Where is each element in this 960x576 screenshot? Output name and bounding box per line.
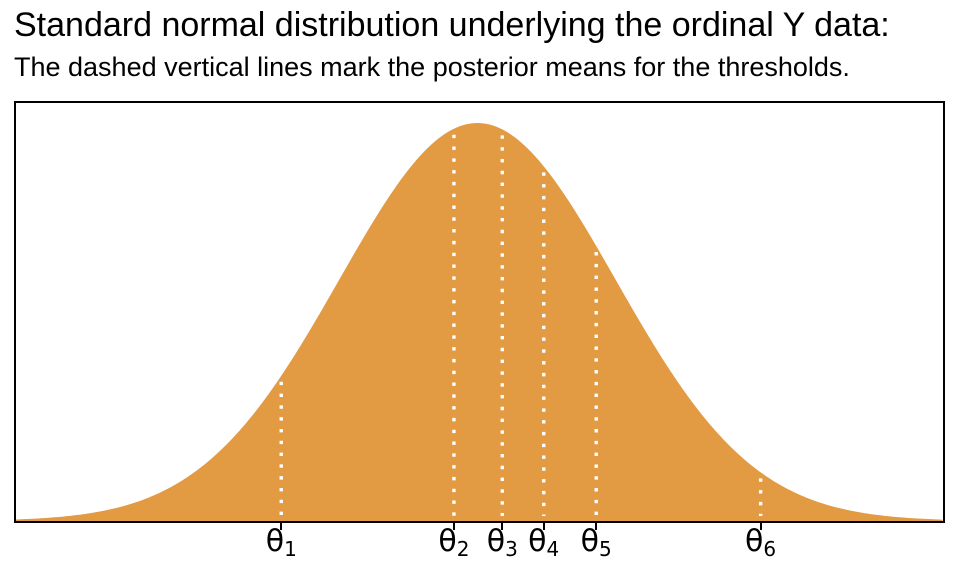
theta-subscript: 6 (763, 537, 777, 561)
x-label-theta_3: θ3 (486, 524, 518, 561)
theta-subscript: 3 (505, 537, 518, 561)
theta-subscript: 1 (284, 537, 297, 561)
density-fill (16, 123, 943, 521)
theta-subscript: 5 (599, 537, 612, 561)
theta-symbol: θ (438, 524, 457, 559)
normal-density-curve (16, 123, 943, 521)
theta-symbol: θ (580, 524, 599, 559)
theta-symbol: θ (745, 524, 764, 559)
x-label-theta_4: θ4 (528, 524, 560, 561)
x-tick-theta_2 (452, 523, 455, 530)
x-label-theta_1: θ1 (265, 524, 297, 561)
x-tick-theta_3 (501, 523, 504, 530)
theta-symbol: θ (486, 524, 506, 559)
x-label-theta_5: θ5 (580, 524, 612, 561)
x-tick-theta_5 (595, 523, 598, 530)
theta-subscript: 2 (456, 537, 470, 561)
theta-subscript: 4 (546, 537, 560, 561)
chart-title: Standard normal distribution underlying … (14, 6, 890, 44)
x-label-theta_6: θ6 (745, 524, 777, 561)
x-label-theta_2: θ2 (438, 524, 470, 561)
plot-area (14, 101, 945, 523)
theta-symbol: θ (265, 524, 285, 559)
x-tick-theta_4 (542, 523, 545, 530)
x-tick-theta_6 (759, 523, 762, 530)
x-tick-theta_1 (280, 523, 283, 530)
chart-subtitle: The dashed vertical lines mark the poste… (14, 52, 850, 82)
theta-symbol: θ (528, 524, 547, 559)
